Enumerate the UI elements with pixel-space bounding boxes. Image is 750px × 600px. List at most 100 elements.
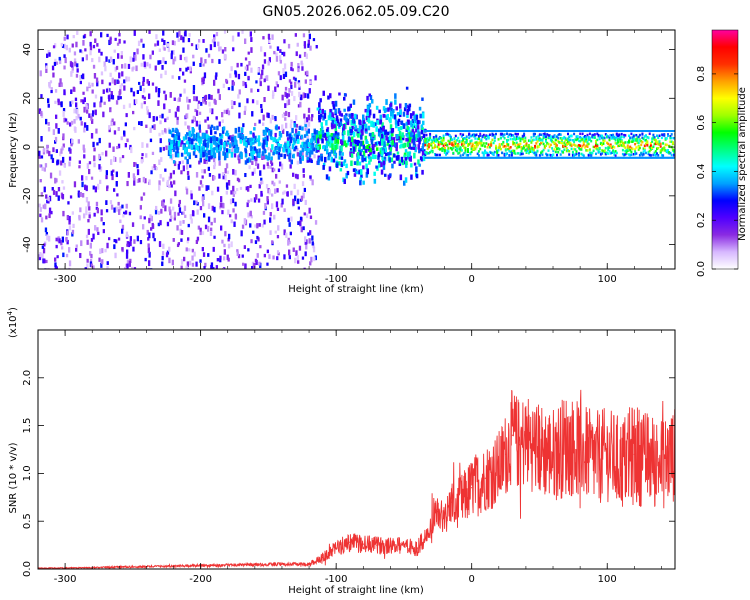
spectrogram-cell (274, 188, 277, 194)
spectrogram-cell (261, 151, 265, 156)
spectrogram-cell (247, 199, 250, 203)
spectrogram-cell (202, 133, 205, 138)
spectrogram-cell (647, 152, 650, 156)
spectrogram-cell (426, 147, 429, 150)
spectrogram-cell (652, 156, 655, 159)
spectrogram-cell (538, 133, 541, 136)
spectrogram-cell (488, 156, 491, 159)
spectrogram-cell (540, 130, 543, 132)
spectrogram-cell (527, 156, 530, 159)
spectrogram-cell (530, 156, 533, 159)
spectrogram-cell (227, 110, 231, 116)
spectrogram-cell (463, 137, 466, 140)
spectrogram-cell (108, 125, 111, 130)
spectrogram-cell (113, 156, 116, 162)
spectrogram-cell (659, 130, 662, 132)
spectrogram-cell (512, 137, 515, 141)
spectrogram-cell (608, 146, 611, 149)
spectrogram-cell (255, 160, 258, 167)
spectrogram-cell (151, 82, 155, 86)
spectrogram-cell (597, 130, 600, 132)
spectrogram-cell (330, 149, 333, 154)
spectrogram-cell (301, 141, 304, 146)
spectrogram-cell (604, 146, 607, 150)
spectrogram-cell (159, 220, 162, 226)
spectrogram-cell (512, 149, 515, 152)
spectrogram-cell (169, 218, 172, 222)
spectrogram-cell (499, 132, 502, 136)
spectrogram-cell (384, 152, 388, 157)
spectrogram-cell (368, 119, 371, 124)
spectrogram-cell (498, 156, 501, 159)
spectrogram-cell (297, 80, 301, 85)
spectrogram-cell (641, 133, 644, 136)
y-tick-label: -20 (22, 188, 33, 204)
spectrogram-cell (274, 146, 277, 151)
spectrogram-cell (570, 144, 573, 147)
spectrogram-cell (71, 69, 74, 74)
spectrogram-cell (124, 210, 128, 215)
spectrogram-cell (236, 251, 239, 256)
spectrogram-cell (546, 141, 549, 145)
spectrogram-cell (203, 266, 206, 269)
spectrogram-cell (135, 65, 138, 72)
spectrogram-cell (306, 123, 309, 129)
spectrogram-cell (395, 124, 398, 129)
spectrogram-cell (108, 127, 111, 133)
spectrogram-cell (563, 130, 566, 132)
spectrogram-cell (584, 130, 587, 132)
spectrogram-cell (457, 144, 460, 147)
spectrogram-cell (303, 134, 307, 138)
spectrogram-cell (648, 130, 651, 132)
spectrogram-cell (208, 149, 211, 156)
spectrogram-cell (367, 146, 371, 151)
spectrogram-cell (491, 134, 494, 137)
spectrogram-cell (615, 151, 618, 155)
spectrogram-cell (518, 143, 521, 146)
spectrogram-cell (54, 262, 57, 268)
spectrogram-cell (621, 144, 624, 148)
spectrogram-cell (77, 139, 80, 144)
spectrogram-cell (293, 96, 296, 102)
spectrogram-cell (658, 130, 661, 132)
spectrogram-cell (523, 156, 526, 159)
snr-point (349, 541, 351, 543)
spectrogram-cell (328, 152, 332, 157)
spectrogram-cell (451, 138, 454, 141)
spectrogram-cell (429, 156, 432, 159)
spectrogram-cell (307, 107, 311, 113)
spectrogram-cell (232, 185, 235, 192)
spectrogram-cell (234, 213, 237, 219)
spectrogram-cell (567, 142, 569, 145)
spectrogram-cell (141, 153, 144, 157)
spectrogram-cell (517, 145, 519, 149)
spectrogram-cell (183, 79, 187, 83)
spectrogram-cell (247, 186, 250, 192)
spectrogram-cell (250, 37, 253, 42)
spectrogram-cell (327, 132, 330, 137)
spectrogram-cell (308, 238, 311, 244)
spectrogram-cell (197, 137, 200, 142)
spectrogram-cell (508, 156, 511, 159)
spectrogram-cell (223, 243, 226, 248)
spectrogram-cell (568, 138, 571, 142)
spectrogram-cell (588, 136, 591, 140)
spectrogram-cell (39, 213, 42, 218)
x-tick-label: -300 (54, 574, 77, 585)
spectrogram-cell (410, 132, 413, 138)
spectrogram-cell (179, 93, 182, 97)
spectrogram-cell (227, 135, 230, 140)
spectrogram-cell (541, 139, 544, 142)
spectrogram-cell (223, 151, 226, 156)
spectrogram-cell (153, 164, 156, 168)
spectrogram-cell (230, 190, 233, 195)
spectrogram-cell (92, 64, 96, 69)
spectrogram-cell (273, 50, 276, 55)
spectrogram-cell (288, 133, 292, 140)
spectrogram-cell (51, 187, 54, 191)
spectrogram-cell (628, 147, 630, 150)
spectrogram-cell (424, 151, 427, 154)
spectrogram-cell (556, 156, 558, 159)
spectrogram-cell (509, 134, 512, 138)
spectrogram-cell (155, 116, 158, 121)
